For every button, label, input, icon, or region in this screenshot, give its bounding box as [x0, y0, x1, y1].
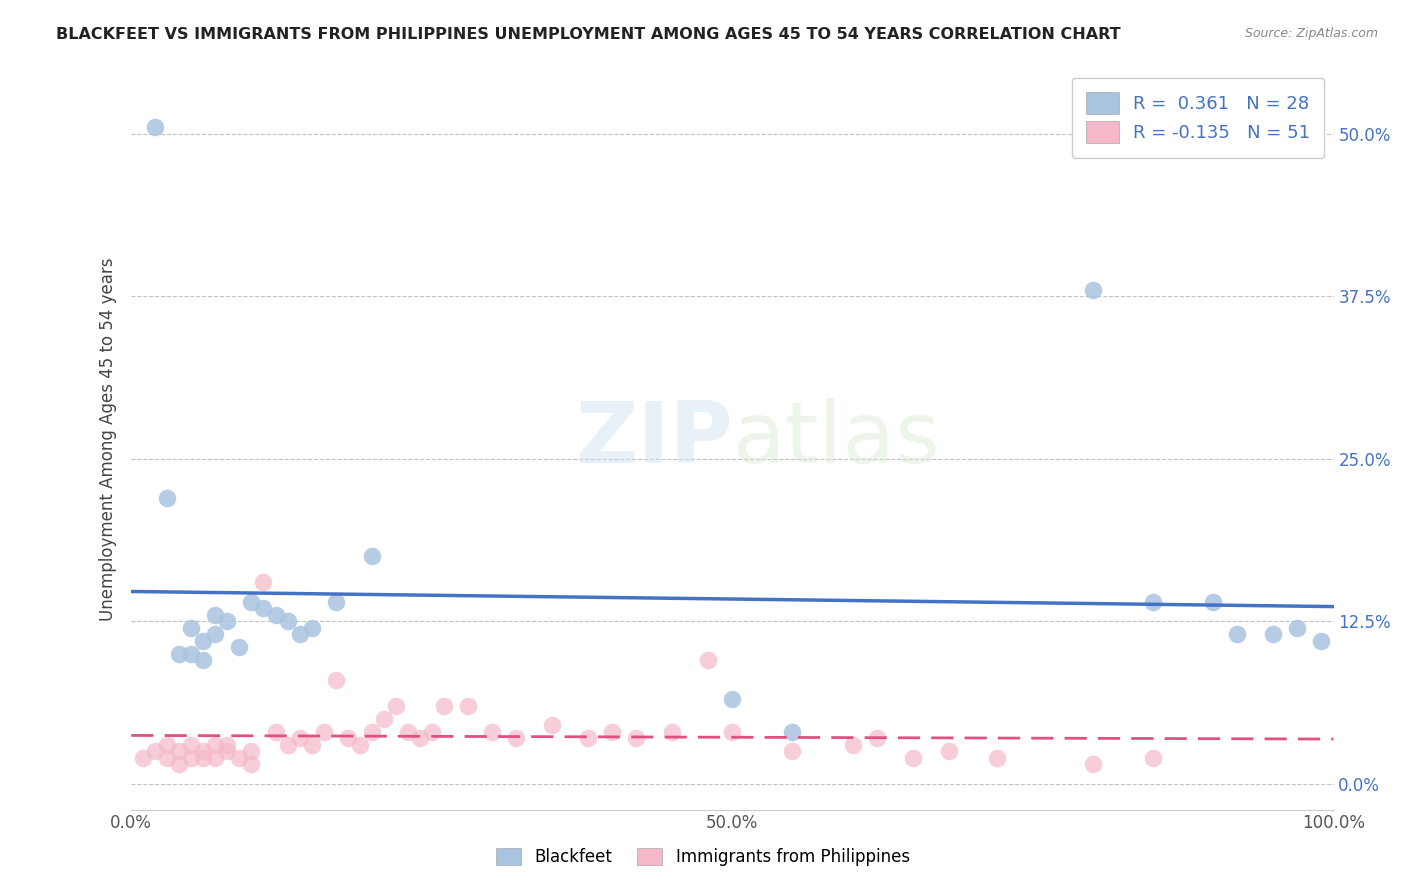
Point — [1310, 633, 1333, 648]
Point — [204, 738, 226, 752]
Point — [1263, 627, 1285, 641]
Point — [384, 698, 406, 713]
Point — [204, 627, 226, 641]
Point — [143, 120, 166, 134]
Point — [624, 731, 647, 745]
Point — [193, 633, 215, 648]
Point — [180, 621, 202, 635]
Legend: R =  0.361   N = 28, R = -0.135   N = 51: R = 0.361 N = 28, R = -0.135 N = 51 — [1071, 78, 1324, 158]
Point — [576, 731, 599, 745]
Point — [204, 607, 226, 622]
Point — [986, 750, 1008, 764]
Point — [433, 698, 456, 713]
Point — [240, 757, 263, 772]
Point — [325, 673, 347, 687]
Point — [721, 724, 744, 739]
Point — [312, 724, 335, 739]
Point — [360, 724, 382, 739]
Point — [481, 724, 503, 739]
Point — [193, 744, 215, 758]
Point — [180, 738, 202, 752]
Text: ZIP: ZIP — [575, 398, 733, 481]
Point — [782, 724, 804, 739]
Point — [600, 724, 623, 739]
Point — [252, 575, 274, 590]
Point — [217, 614, 239, 628]
Point — [169, 757, 191, 772]
Point — [228, 750, 250, 764]
Point — [661, 724, 683, 739]
Text: atlas: atlas — [733, 398, 941, 481]
Point — [457, 698, 479, 713]
Point — [277, 614, 299, 628]
Y-axis label: Unemployment Among Ages 45 to 54 years: Unemployment Among Ages 45 to 54 years — [100, 257, 117, 621]
Point — [277, 738, 299, 752]
Point — [143, 744, 166, 758]
Point — [373, 712, 395, 726]
Point — [349, 738, 371, 752]
Point — [228, 640, 250, 654]
Text: Source: ZipAtlas.com: Source: ZipAtlas.com — [1244, 27, 1378, 40]
Point — [1142, 750, 1164, 764]
Point — [169, 744, 191, 758]
Point — [782, 744, 804, 758]
Point — [169, 647, 191, 661]
Point — [409, 731, 432, 745]
Point — [264, 724, 287, 739]
Point — [866, 731, 889, 745]
Point — [721, 692, 744, 706]
Point — [1202, 594, 1225, 608]
Point — [505, 731, 527, 745]
Point — [1081, 283, 1104, 297]
Point — [240, 594, 263, 608]
Point — [204, 750, 226, 764]
Legend: Blackfeet, Immigrants from Philippines: Blackfeet, Immigrants from Philippines — [488, 840, 918, 875]
Point — [841, 738, 863, 752]
Point — [264, 607, 287, 622]
Point — [360, 549, 382, 563]
Point — [156, 738, 179, 752]
Point — [156, 491, 179, 505]
Point — [938, 744, 960, 758]
Point — [396, 724, 419, 739]
Point — [132, 750, 155, 764]
Point — [288, 731, 311, 745]
Point — [217, 738, 239, 752]
Point — [301, 621, 323, 635]
Point — [697, 653, 720, 667]
Point — [1226, 627, 1249, 641]
Point — [288, 627, 311, 641]
Point — [901, 750, 924, 764]
Point — [1286, 621, 1309, 635]
Point — [541, 718, 564, 732]
Point — [1081, 757, 1104, 772]
Point — [325, 594, 347, 608]
Point — [420, 724, 443, 739]
Point — [217, 744, 239, 758]
Point — [336, 731, 359, 745]
Point — [193, 750, 215, 764]
Point — [252, 601, 274, 615]
Point — [240, 744, 263, 758]
Point — [301, 738, 323, 752]
Point — [156, 750, 179, 764]
Point — [180, 647, 202, 661]
Point — [1142, 594, 1164, 608]
Text: BLACKFEET VS IMMIGRANTS FROM PHILIPPINES UNEMPLOYMENT AMONG AGES 45 TO 54 YEARS : BLACKFEET VS IMMIGRANTS FROM PHILIPPINES… — [56, 27, 1121, 42]
Point — [180, 750, 202, 764]
Point — [193, 653, 215, 667]
